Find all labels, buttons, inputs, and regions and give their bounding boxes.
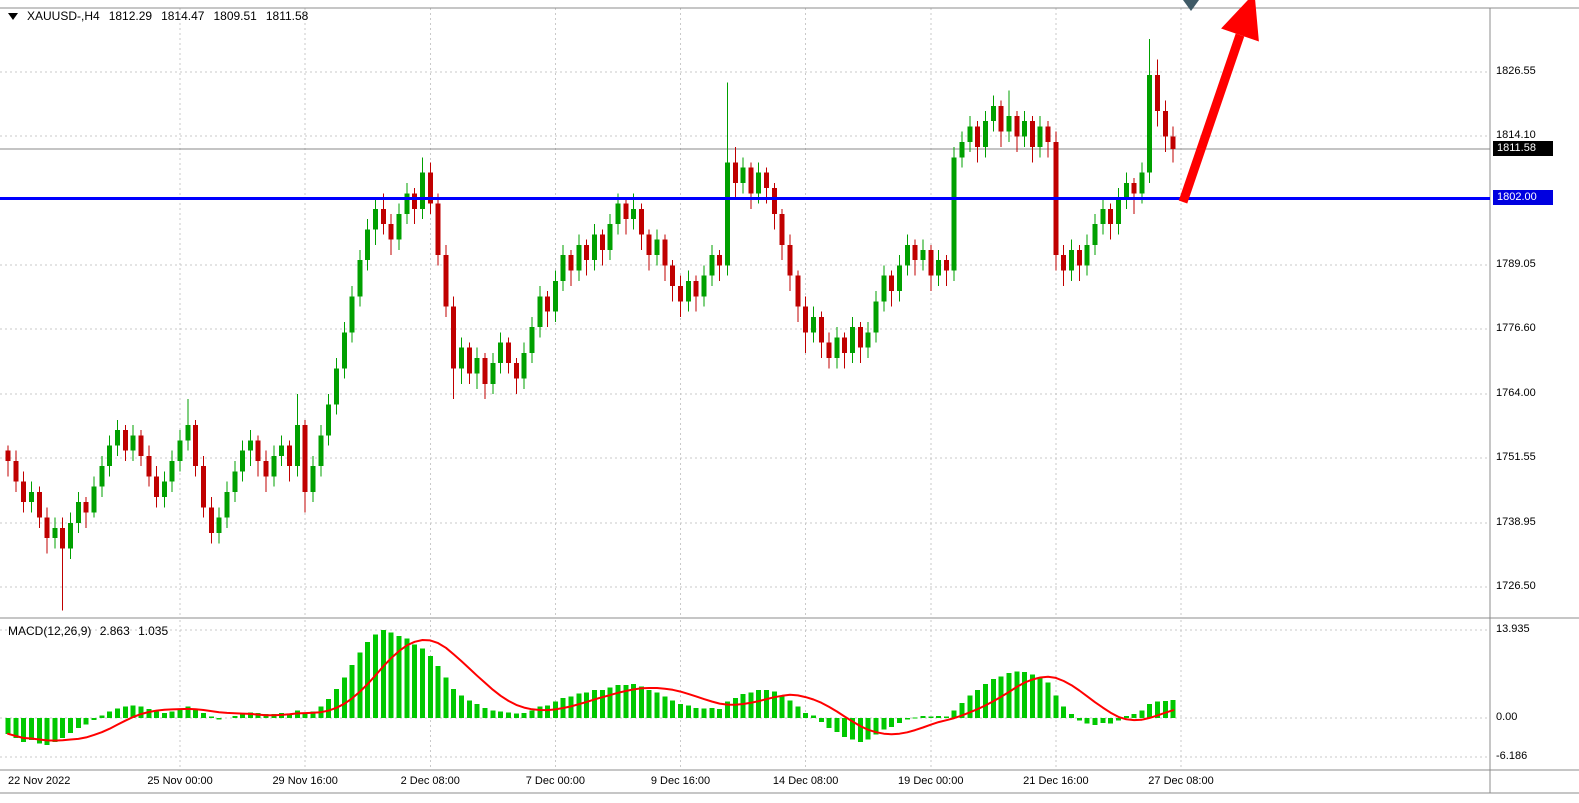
time-axis-label: 2 Dec 08:00: [400, 775, 460, 787]
price-axis-label: 1776.60: [1496, 322, 1536, 335]
current-price-badge: 1811.58: [1493, 141, 1553, 157]
time-axis-label: 29 Nov 16:00: [272, 775, 338, 787]
time-axis-label: 22 Nov 2022: [8, 775, 71, 787]
quote-close: 1811.58: [265, 9, 309, 23]
price-axis-label: 1814.10: [1496, 129, 1536, 142]
quote-low: 1809.51: [213, 9, 257, 23]
symbol-dropdown-icon[interactable]: [8, 12, 18, 20]
time-axis-label: 25 Nov 00:00: [147, 775, 213, 787]
macd-axis-label: 13.935: [1496, 623, 1530, 635]
macd-axis-label: -6.186: [1496, 750, 1528, 763]
quote-high: 1814.47: [161, 9, 205, 23]
chart-shift-marker-icon[interactable]: [1183, 0, 1199, 11]
time-axis-label: 19 Dec 00:00: [898, 775, 964, 787]
time-axis-label: 27 Dec 08:00: [1148, 775, 1214, 787]
macd-name: MACD(12,26,9): [8, 624, 92, 638]
macd-indicator-label: MACD(12,26,9) 2.863 1.035: [8, 624, 173, 638]
symbol-timeframe: XAUUSD-,H4: [27, 9, 100, 23]
macd-axis-label: 0.00: [1496, 711, 1518, 723]
quote-open: 1812.29: [108, 9, 153, 23]
price-axis-label: 1826.55: [1496, 65, 1536, 78]
time-axis-label: 9 Dec 16:00: [650, 775, 711, 787]
price-axis-label: 1789.05: [1496, 258, 1536, 271]
macd-signal-value: 1.035: [138, 624, 169, 638]
price-axis-label: 1738.95: [1496, 516, 1536, 529]
hline-price-badge[interactable]: 1802.00: [1493, 190, 1553, 206]
time-axis-label: 21 Dec 16:00: [1023, 775, 1089, 787]
price-axis-label: 1726.50: [1496, 580, 1536, 593]
macd-value: 2.863: [99, 624, 130, 638]
chart-header: XAUUSD-,H4 1812.29 1814.47 1809.51 1811.…: [8, 9, 310, 23]
time-axis-label: 14 Dec 08:00: [772, 775, 839, 787]
time-axis-label: 7 Dec 00:00: [525, 775, 586, 787]
price-axis-label: 1751.55: [1496, 451, 1536, 464]
price-axis-label: 1764.00: [1496, 387, 1536, 400]
